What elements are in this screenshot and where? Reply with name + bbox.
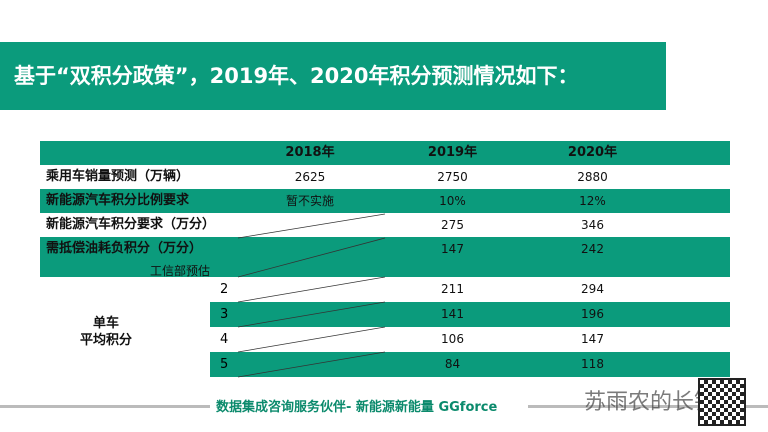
sub-row: 3 141 196 <box>210 302 730 327</box>
sub-row-label: 2 <box>220 282 229 297</box>
table-row: 新能源汽车积分要求（万分） 275 346 <box>40 213 730 237</box>
cell: 211 <box>441 282 464 296</box>
qr-code <box>698 378 746 426</box>
cell: 147 <box>441 242 464 256</box>
row-label: 新能源汽车积分比例要求 <box>46 193 190 208</box>
table-row: 新能源汽车积分比例要求 暂不实施 10% 12% <box>40 189 730 213</box>
cell: 294 <box>581 282 604 296</box>
cell: 118 <box>581 357 604 371</box>
group-label-line1: 单车 <box>93 316 120 331</box>
cell: 12% <box>579 194 606 208</box>
header-2018: 2018年 <box>285 145 335 160</box>
sub-row: 5 84 118 <box>210 352 730 377</box>
group-label: 单车 平均积分 <box>80 315 132 349</box>
cell: 346 <box>581 218 604 232</box>
table-row: 乘用车销量预测（万辆） 2625 2750 2880 <box>40 165 730 189</box>
cell: 10% <box>439 194 466 208</box>
cell: 196 <box>581 307 604 321</box>
slide-title: 基于“双积分政策”，2019年、2020年积分预测情况如下： <box>0 42 666 110</box>
header-2020: 2020年 <box>567 145 618 160</box>
estimate-note: 工信部预估 <box>150 264 211 278</box>
cell: 141 <box>441 307 464 321</box>
cell: 275 <box>441 218 464 232</box>
sub-row: 4 106 147 <box>210 327 730 352</box>
footer-divider <box>528 405 768 408</box>
row-label: 新能源汽车积分要求（万分） <box>46 217 216 232</box>
row-label: 乘用车销量预测（万辆） <box>46 169 190 184</box>
sub-row: 2 211 294 <box>210 277 730 302</box>
header-2019: 2019年 <box>427 145 478 160</box>
cell: 2750 <box>437 170 468 184</box>
cell: 暂不实施 <box>285 194 334 208</box>
footer-divider <box>0 405 210 408</box>
cell: 147 <box>581 332 604 346</box>
cell: 2625 <box>294 170 326 184</box>
sub-row-label: 5 <box>220 357 229 372</box>
table-row: 需抵偿油耗负积分（万分） 147 242 <box>40 237 730 277</box>
sub-row-label: 3 <box>220 307 229 322</box>
row-label: 需抵偿油耗负积分（万分） <box>46 241 203 256</box>
cell: 84 <box>444 357 461 371</box>
cell: 242 <box>581 242 604 256</box>
group-label-line2: 平均积分 <box>80 333 133 348</box>
table-header: 2018年 2019年 2020年 <box>40 141 730 165</box>
footer-text: 数据集成咨询服务伙伴- 新能源新能量 GGforce <box>216 400 498 415</box>
cell: 2880 <box>577 170 608 184</box>
cell: 106 <box>441 332 464 346</box>
sub-row-label: 4 <box>220 332 229 347</box>
